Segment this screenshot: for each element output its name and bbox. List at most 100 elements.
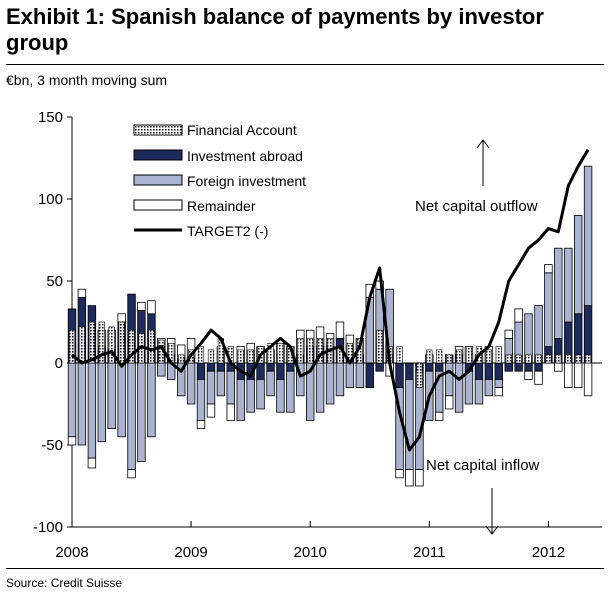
- bar-financial-account: [565, 354, 572, 364]
- bar-foreign-investment: [87, 362, 97, 459]
- y-tick-label: 50: [46, 273, 63, 290]
- bar-financial-account: [485, 349, 492, 364]
- bar-investment-abroad: [375, 362, 384, 372]
- bar-foreign-investment: [474, 378, 484, 405]
- bar-remainder: [117, 313, 126, 323]
- bar-investment-abroad: [276, 362, 285, 380]
- bar-remainder: [504, 329, 513, 339]
- bar-foreign-investment: [97, 362, 106, 443]
- bar-financial-account: [584, 354, 592, 364]
- bar-foreign-investment: [355, 362, 365, 389]
- bar-foreign-investment: [137, 362, 146, 462]
- up-arrow-icon: [476, 139, 490, 186]
- bar-financial-account: [307, 338, 314, 364]
- bar-investment-abroad: [395, 362, 404, 389]
- bar-investment-abroad: [434, 362, 444, 372]
- bar-foreign-investment: [554, 247, 563, 339]
- legend-label-financial-account: Financial Account: [187, 122, 297, 138]
- bar-investment-abroad: [514, 362, 523, 372]
- bar-foreign-investment: [67, 362, 77, 438]
- bar-remainder: [395, 469, 404, 479]
- bar-financial-account: [495, 346, 502, 364]
- bar-financial-account: [555, 354, 562, 364]
- bar-investment-abroad: [484, 362, 494, 380]
- bar-financial-account: [426, 349, 433, 364]
- net-capital-outflow-label: Net capital outflow: [415, 198, 538, 215]
- bar-financial-account: [465, 346, 473, 364]
- bar-financial-account: [376, 329, 383, 364]
- legend-swatch-financial-account: [133, 124, 183, 136]
- bar-foreign-investment: [464, 370, 474, 405]
- bar-remainder: [87, 457, 97, 469]
- bar-investment-abroad: [206, 362, 216, 372]
- bar-investment-abroad: [365, 362, 374, 389]
- bar-remainder: [206, 403, 216, 418]
- legend-swatch-remainder: [133, 199, 183, 211]
- bar-remainder: [137, 301, 146, 311]
- bar-remainder: [415, 469, 424, 487]
- bar-remainder: [226, 403, 235, 421]
- bar-remainder: [494, 387, 503, 397]
- bar-foreign-investment: [494, 378, 503, 388]
- bar-foreign-investment: [147, 362, 156, 438]
- bar-remainder: [127, 469, 136, 479]
- bar-financial-account: [545, 354, 552, 364]
- bar-foreign-investment: [583, 165, 593, 306]
- chart-axes: 150 100 50 0 -50 -100 2008 2009 2010 2011 2012: [33, 109, 602, 561]
- bar-foreign-investment: [127, 362, 136, 470]
- bar-foreign-investment: [315, 362, 325, 413]
- x-tick-label: 2012: [532, 544, 565, 561]
- legend-label-investment-abroad: Investment abroad: [187, 148, 303, 164]
- bar-financial-account: [316, 338, 324, 364]
- bar-financial-account: [128, 329, 135, 364]
- bar-foreign-investment: [564, 247, 573, 323]
- bar-financial-account: [455, 349, 463, 364]
- bar-financial-account: [267, 343, 274, 364]
- bar-foreign-investment: [216, 370, 226, 397]
- bar-remainder: [434, 411, 444, 421]
- bar-foreign-investment: [246, 378, 255, 413]
- bar-remainder: [573, 362, 583, 389]
- chart-annotations: Net capital outflow Net capital inflow: [415, 139, 540, 535]
- bar-remainder: [544, 264, 553, 274]
- bar-foreign-investment: [405, 378, 414, 470]
- bar-financial-account: [118, 321, 125, 364]
- bar-financial-account: [297, 338, 304, 364]
- bar-financial-account: [436, 349, 443, 364]
- chart-line: [71, 149, 590, 452]
- bar-financial-account: [396, 346, 403, 364]
- bar-foreign-investment: [534, 305, 543, 364]
- title-divider: [6, 64, 604, 65]
- bar-foreign-investment: [157, 362, 166, 377]
- bar-financial-account: [197, 346, 205, 364]
- bar-foreign-investment: [236, 378, 245, 421]
- bar-foreign-investment: [256, 378, 265, 410]
- legend-swatch-investment-abroad: [133, 149, 183, 161]
- y-tick-label: -50: [41, 437, 63, 454]
- bar-financial-account: [525, 354, 532, 364]
- bar-foreign-investment: [117, 362, 126, 438]
- bar-foreign-investment: [206, 370, 216, 405]
- bar-remainder: [147, 300, 156, 315]
- bar-foreign-investment: [186, 362, 196, 405]
- chart-title: Exhibit 1: Spanish balance of payments b…: [6, 4, 544, 55]
- bar-investment-abroad: [286, 362, 295, 372]
- y-tick-label: 150: [38, 109, 63, 126]
- bar-foreign-investment: [266, 370, 275, 397]
- bar-remainder: [534, 370, 543, 385]
- bar-remainder: [77, 288, 87, 298]
- bar-remainder: [67, 436, 77, 446]
- legend-label-foreign-investment: Foreign investment: [187, 173, 306, 189]
- bar-foreign-investment: [544, 272, 553, 347]
- bar-remainder: [524, 370, 533, 380]
- bar-financial-account: [237, 349, 244, 364]
- bar-investment-abroad: [256, 362, 265, 380]
- x-tick-label: 2008: [55, 544, 88, 561]
- bar-financial-account: [247, 349, 254, 364]
- x-tick-label: 2009: [174, 544, 207, 561]
- net-capital-inflow-label: Net capital inflow: [426, 457, 540, 474]
- legend-label-target2: TARGET2 (-): [187, 223, 268, 239]
- y-tick-label: -100: [33, 519, 63, 536]
- bar-financial-account: [515, 354, 522, 364]
- bar-investment-abroad: [405, 362, 414, 380]
